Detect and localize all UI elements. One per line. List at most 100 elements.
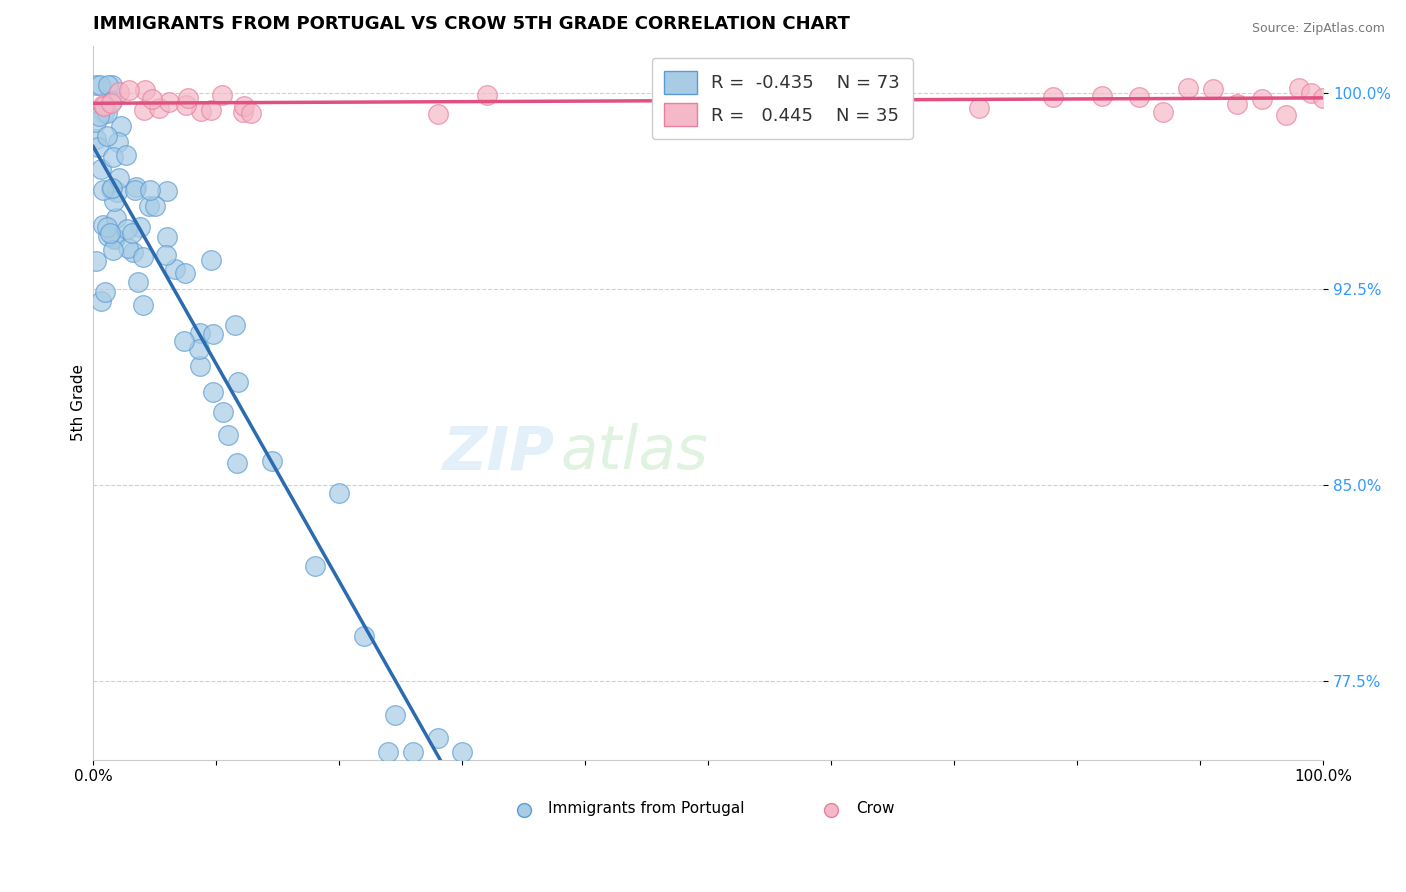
Point (128, 219, 150, 234)
Point (188, 359, 211, 374)
Point (90, 161, 112, 176)
Point (177, 90, 200, 104)
Text: IMMIGRANTS FROM PORTUGAL VS CROW 5TH GRADE CORRELATION CHART: IMMIGRANTS FROM PORTUGAL VS CROW 5TH GRA… (93, 15, 851, 33)
Point (96, 78, 118, 92)
Legend: R =  -0.435    N = 73, R =   0.445    N = 35: R = -0.435 N = 73, R = 0.445 N = 35 (651, 58, 912, 139)
Point (91, 98, 114, 112)
Point (104, 211, 127, 225)
Point (328, 486, 350, 500)
Point (141, 92, 163, 106)
Point (121, 227, 143, 241)
Point (967, 101, 990, 115)
Point (100, 96, 122, 111)
Point (1091, 88, 1114, 103)
Point (426, 731, 449, 745)
Point (1226, 97, 1249, 112)
Point (90, 294, 112, 309)
Point (721, 82, 744, 96)
Point (100, 78, 122, 92)
Point (377, 745, 399, 759)
Point (132, 250, 155, 264)
Point (224, 318, 246, 332)
Text: atlas: atlas (561, 423, 709, 482)
Point (89, 78, 111, 92)
Point (1152, 105, 1174, 120)
Text: ZIP: ZIP (443, 423, 554, 482)
Point (304, 558, 326, 573)
Point (1128, 90, 1150, 104)
Point (105, 185, 128, 199)
Point (1042, 90, 1064, 104)
Point (157, 95, 180, 109)
Point (1288, 80, 1310, 95)
Point (384, 708, 406, 723)
Point (103, 232, 125, 246)
Point (173, 334, 195, 349)
Point (451, 745, 474, 759)
Point (138, 183, 160, 197)
Point (96, 128, 118, 143)
Point (101, 181, 124, 195)
Point (101, 243, 124, 257)
Point (1201, 82, 1223, 96)
Point (118, 83, 141, 97)
Point (124, 183, 146, 197)
Point (1275, 108, 1298, 122)
Point (138, 200, 160, 214)
Point (100, 182, 122, 196)
Point (93, 98, 115, 112)
Point (260, 454, 283, 468)
Point (225, 456, 247, 470)
Point (211, 87, 233, 102)
Point (115, 148, 138, 162)
Point (233, 99, 256, 113)
Point (121, 244, 143, 259)
Point (103, 231, 125, 245)
Point (115, 221, 138, 235)
Point (117, 241, 139, 255)
Point (156, 184, 179, 198)
Point (91, 182, 114, 196)
Point (84, 254, 107, 268)
Point (200, 103, 222, 117)
Point (89, 109, 111, 123)
Point (131, 298, 153, 312)
Point (108, 171, 131, 186)
Point (188, 326, 211, 341)
Point (475, 87, 498, 102)
Point (402, 745, 425, 759)
Point (84, 132, 107, 146)
Point (108, 86, 131, 100)
Point (1312, 91, 1334, 105)
Text: Crow: Crow (856, 801, 894, 815)
Point (103, 194, 125, 208)
Point (211, 405, 233, 419)
Point (84, 78, 107, 92)
Point (1250, 92, 1272, 106)
Point (202, 384, 225, 399)
Point (86, 140, 108, 154)
Point (155, 248, 177, 262)
Point (845, 92, 868, 106)
Point (426, 107, 449, 121)
Point (1177, 81, 1199, 95)
Point (156, 230, 179, 244)
Point (200, 253, 222, 268)
Point (94, 285, 117, 299)
Point (110, 119, 132, 133)
Point (107, 136, 129, 150)
Point (228, 375, 250, 389)
Point (93, 106, 115, 120)
Point (187, 342, 209, 356)
Point (100, 94, 122, 108)
Point (91, 218, 114, 232)
Point (101, 150, 124, 164)
Point (190, 103, 212, 118)
Point (174, 98, 197, 112)
Point (125, 180, 148, 194)
Point (96, 219, 118, 234)
Y-axis label: 5th Grade: 5th Grade (72, 364, 86, 442)
Point (202, 326, 225, 341)
Point (217, 428, 239, 442)
Point (1299, 86, 1322, 100)
